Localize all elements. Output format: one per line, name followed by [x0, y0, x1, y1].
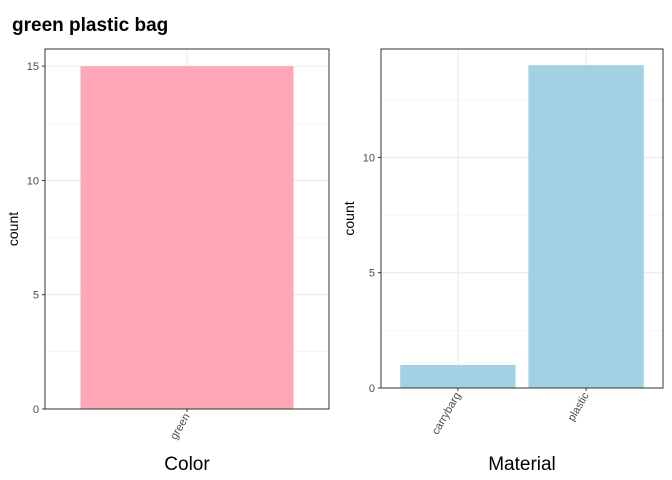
y-tick-label: 5 [33, 290, 39, 302]
y-tick-label: 0 [369, 383, 375, 395]
bar-plastic [528, 65, 644, 389]
x-tick-label: green [168, 412, 192, 442]
y-axis-label: count [5, 212, 21, 246]
bar-carrybarg [400, 364, 516, 388]
y-tick-label: 15 [27, 61, 39, 73]
material-count-chart: 0 5 10 carrybarg plastic count Material [341, 48, 664, 475]
bar-green [80, 66, 294, 410]
x-axis-label: Material [488, 454, 556, 475]
y-tick-label: 0 [33, 404, 39, 416]
color-count-chart: 0 5 10 15 green count Color [5, 48, 330, 475]
plot-border [380, 48, 664, 389]
y-tick-label: 10 [363, 152, 375, 164]
y-tick-label: 5 [369, 268, 375, 280]
figure-title: green plastic bag [12, 15, 168, 36]
y-tick-label: 10 [27, 175, 39, 187]
x-tick-label: plastic [566, 390, 592, 423]
x-axis-label: Color [164, 454, 210, 475]
x-tick-label: carrybarg [430, 391, 464, 437]
y-axis-label: count [341, 201, 357, 235]
